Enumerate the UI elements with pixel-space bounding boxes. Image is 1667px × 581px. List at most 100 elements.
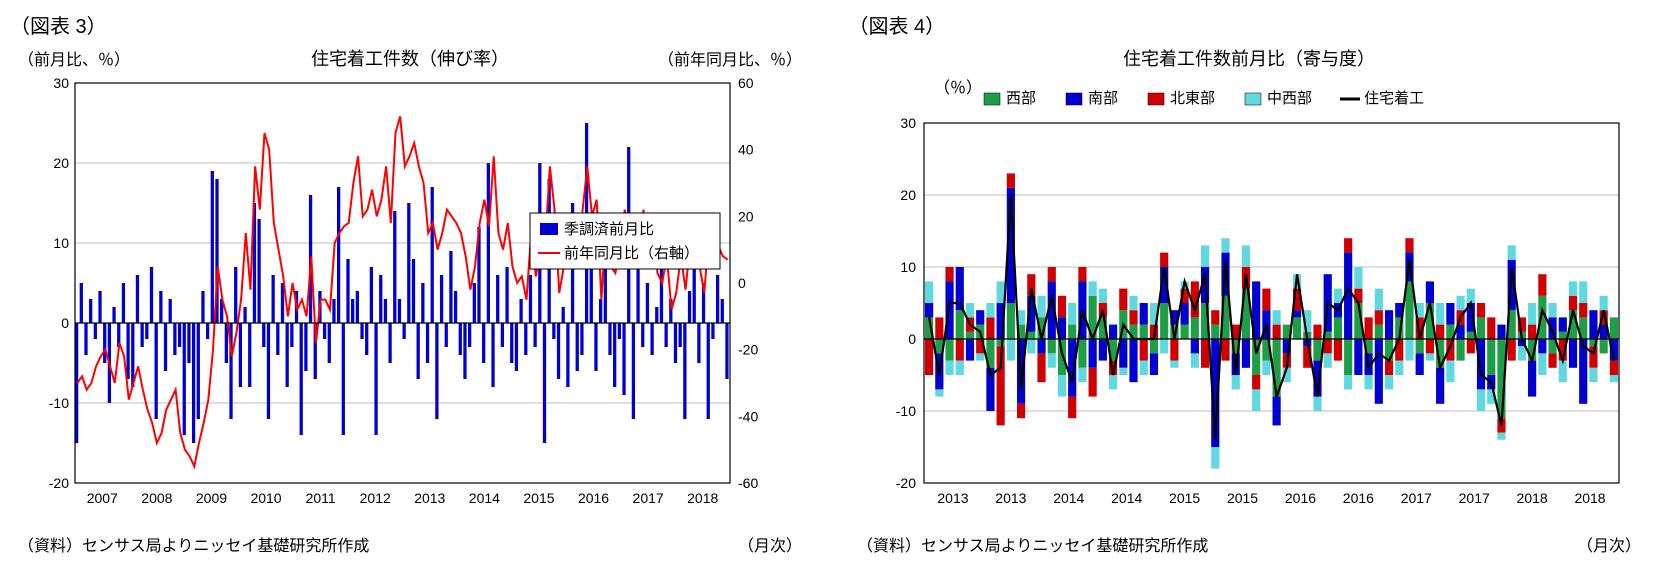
chart4-bar [1497,325,1505,339]
chart4-svg: 住宅着工件数前月比（寄与度）（％）-20-1001020302013201320… [849,43,1649,563]
chart4-bar [1538,339,1546,353]
chart4-bar [1568,339,1576,368]
chart4-xtick: 2016 [1284,490,1315,506]
chart4-bar [1006,303,1014,339]
chart4-bar [1333,317,1341,339]
chart3-bar [370,267,373,323]
chart4-panel: （図表 4） 住宅着工件数前月比（寄与度）（％）-20-100102030201… [849,10,1658,571]
chart4-bar [1170,339,1178,361]
chart4-bar [976,353,984,360]
chart3-xlabel: （月次） [738,537,802,555]
chart3-ytick-l: 0 [61,315,69,331]
chart4-bar [1190,317,1198,339]
chart3-bar [515,323,518,371]
chart4-bar [1446,303,1454,325]
chart4-bar [1313,397,1321,411]
chart3-bar [459,323,462,355]
chart3-bar [510,323,513,363]
chart3-bar [426,323,429,363]
chart3-bar [192,323,195,443]
chart4-bar [1211,310,1219,324]
chart4-figure-label: （図表 4） [849,10,1658,39]
chart3-bar [201,291,204,323]
chart4-bar [1446,361,1454,383]
chart4-bar [1170,361,1178,368]
chart3-bar [173,323,176,355]
chart3-bar [187,323,190,363]
chart4-xtick: 2018 [1574,490,1605,506]
chart4-bar [1139,361,1147,375]
chart3-bar [248,323,251,387]
chart3-bar [403,323,406,339]
chart3-bar [393,211,396,323]
chart3-bar [557,323,560,379]
chart4-bar [1487,339,1495,375]
chart3-svg: 住宅着工件数（伸び率）（前月比、％）（前年同月比、％）-20-100102030… [10,43,810,563]
chart3-bar [290,323,293,347]
chart4-bar [1344,375,1352,389]
chart3-bar [365,323,368,355]
chart3-xtick: 2016 [578,490,609,506]
chart4-bar [1364,375,1372,389]
chart4-bar [1466,339,1474,353]
chart3-bar [473,283,476,323]
chart3-bar [206,323,209,339]
chart3-bar [379,275,382,323]
chart3-ytick-r: -60 [738,475,758,491]
chart4-bar [1180,303,1188,325]
chart3-bar [89,299,92,323]
chart4-bar [1548,303,1556,317]
chart3-bar [613,323,616,387]
chart3-bar [356,291,359,323]
chart4-xtick: 2016 [1342,490,1373,506]
chart4-bar [1272,325,1280,339]
chart4-bar [925,281,933,303]
chart3-bar [131,323,134,387]
chart4-bar [945,361,953,375]
chart4-bar [945,339,953,361]
chart3-bar [482,323,485,363]
chart4-ylabel: （％） [934,79,982,97]
chart4-bar [1476,389,1484,411]
chart3-bar [440,275,443,323]
chart3-xtick: 2014 [469,490,500,506]
chart3-bar [552,323,555,339]
chart4-xlabel: （月次） [1576,537,1640,555]
chart4-title: 住宅着工件数前月比（寄与度） [1123,49,1375,69]
chart3-bar [211,171,214,323]
chart4-bar [1323,339,1331,353]
chart3-bar [463,323,466,379]
chart3-bar [716,275,719,323]
chart4-bar [955,310,963,339]
chart4-ytick: 10 [900,259,916,275]
chart3-bar [604,267,607,323]
chart3-bar [276,323,279,355]
chart3-bar [501,323,504,347]
chart4-bar [1609,361,1617,375]
chart4-bar [1323,353,1331,367]
chart3-bar [534,323,537,347]
chart4-bar [1211,325,1219,339]
chart4-bar [1384,361,1392,375]
chart4-bar [1037,339,1045,353]
chart4-bar [955,361,963,375]
chart4-bar [986,317,994,339]
chart4-bar [996,281,1004,303]
chart4-bar [1262,361,1270,375]
chart4-bar [1589,310,1597,339]
chart4-bar [1252,375,1260,389]
chart4-xtick: 2015 [1226,490,1257,506]
chart3-yl-label: （前月比、％） [18,51,130,69]
chart4-legend-label: 南部 [1088,90,1118,107]
chart4-bar [1405,339,1413,361]
chart3-bar [286,323,289,387]
chart4-bar [1180,325,1188,339]
chart3-bar [594,323,597,371]
chart4-bar [1139,325,1147,339]
chart4-bar [1558,317,1566,331]
chart3-bar [674,323,677,363]
chart3-bar [126,323,129,379]
chart3-bar [183,323,186,435]
chart4-bar [1487,317,1495,339]
chart4-bar [1354,339,1362,375]
